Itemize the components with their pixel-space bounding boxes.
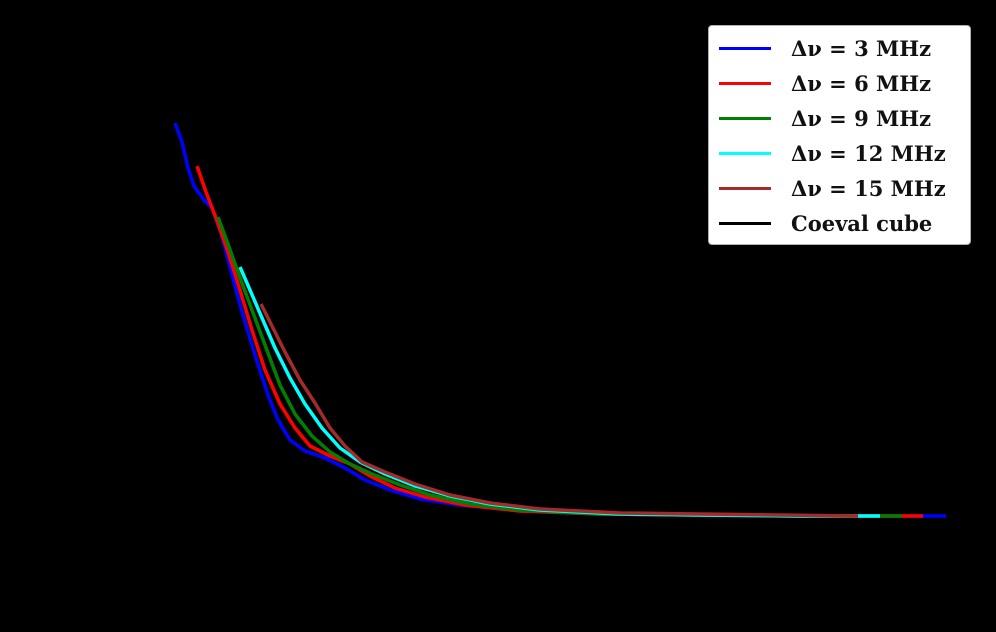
legend-swatch-coeval-cube [719,222,771,225]
legend-label-6mhz: Δν = 6 MHz [791,71,932,96]
legend-item-coeval-cube: Coeval cube [709,206,970,241]
legend-swatch-15mhz [719,187,771,190]
legend: Δν = 3 MHz Δν = 6 MHz Δν = 9 MHz Δν = 12… [708,25,971,245]
legend-label-15mhz: Δν = 15 MHz [791,176,946,201]
legend-item-9mhz: Δν = 9 MHz [709,101,970,136]
legend-label-coeval-cube: Coeval cube [791,211,933,236]
legend-swatch-12mhz [719,152,771,155]
legend-label-3mhz: Δν = 3 MHz [791,36,932,61]
legend-item-15mhz: Δν = 15 MHz [709,171,970,206]
legend-label-12mhz: Δν = 12 MHz [791,141,946,166]
legend-swatch-9mhz [719,117,771,120]
series-line-3 [238,266,880,518]
legend-item-3mhz: Δν = 3 MHz [709,31,970,66]
legend-swatch-3mhz [719,47,771,50]
legend-item-12mhz: Δν = 12 MHz [709,136,970,171]
series-line-2 [216,216,902,518]
legend-swatch-6mhz [719,82,771,85]
series-line-4 [259,303,859,518]
legend-item-6mhz: Δν = 6 MHz [709,66,970,101]
legend-label-9mhz: Δν = 9 MHz [791,106,932,131]
